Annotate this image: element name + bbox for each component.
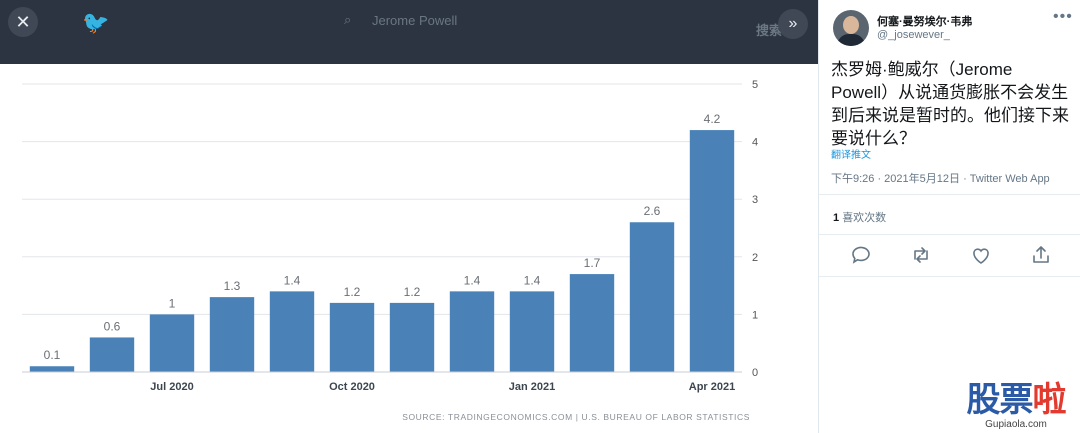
bar <box>629 222 675 372</box>
tweet-detail-panel: 何塞·曼努埃尔·韦弗 @_josewever_ ••• 杰罗姆·鲍威尔（Jero… <box>818 0 1080 433</box>
user-handle[interactable]: @_josewever_ <box>877 29 950 41</box>
data-label: 1.7 <box>584 256 601 270</box>
like-icon[interactable] <box>969 243 993 267</box>
retweet-icon[interactable] <box>909 243 933 267</box>
search-icon: ⌕ <box>344 12 352 27</box>
data-label: 0.1 <box>44 348 61 362</box>
avatar-face <box>843 16 859 34</box>
more-horizontal-icon[interactable]: ••• <box>1053 8 1073 25</box>
data-label: 1.2 <box>344 285 361 299</box>
data-label: 1.4 <box>284 273 301 287</box>
bar <box>29 366 75 372</box>
close-button[interactable]: ✕ <box>8 7 38 37</box>
likes-number: 1 <box>833 212 840 224</box>
data-label: 1.4 <box>464 273 481 287</box>
image-viewer: 0 1 2 3 4 5 0.1 0.6 1 1.3 1.4 1.2 1.2 1.4 1.4 1.7 2.6 4.2… <box>0 0 818 422</box>
divider <box>819 194 1080 195</box>
bar <box>509 291 555 372</box>
x-tick-label: Apr 2021 <box>689 381 735 393</box>
data-label: 1.3 <box>224 279 241 293</box>
chevron-double-right-icon: » <box>788 15 798 32</box>
y-tick-label: 1 <box>752 309 758 321</box>
tweet-text: 杰罗姆·鲍威尔（Jerome Powell）从说通货膨胀不会发生到后来说是暂时的… <box>831 60 1069 148</box>
bar <box>689 130 735 372</box>
avatar-body <box>837 34 865 46</box>
bar <box>209 297 255 372</box>
divider <box>819 234 1080 235</box>
watermark-big-red: 啦 <box>1032 380 1067 420</box>
likes-count[interactable]: 1 喜欢次数 <box>833 209 886 225</box>
bar <box>89 337 135 372</box>
bar <box>269 291 315 372</box>
x-tick-label: Oct 2020 <box>329 381 375 393</box>
x-tick-label: Jan 2021 <box>509 381 555 393</box>
bar <box>389 302 435 372</box>
ghost-search-label: 搜索 <box>756 23 783 38</box>
expand-panel-button[interactable]: » <box>778 9 808 39</box>
y-tick-label: 4 <box>752 137 758 149</box>
divider <box>819 276 1080 277</box>
chart-source-note: SOURCE: TRADINGECONOMICS.COM | U.S. BURE… <box>402 412 750 422</box>
data-label: 1.2 <box>404 285 421 299</box>
bar <box>329 302 375 372</box>
share-icon[interactable] <box>1029 243 1053 267</box>
close-icon: ✕ <box>15 11 31 32</box>
y-tick-label: 3 <box>752 194 758 206</box>
data-label: 2.6 <box>644 204 661 218</box>
tweet-timestamp[interactable]: 下午9:26 · 2021年5月12日 · Twitter Web App <box>831 173 1050 185</box>
display-name[interactable]: 何塞·曼努埃尔·韦弗 <box>877 16 973 28</box>
site-watermark-logo: 股票啦 Gupiaola.com <box>960 372 1072 430</box>
avatar[interactable] <box>833 10 869 46</box>
bar <box>149 314 195 372</box>
y-tick-label: 0 <box>752 367 758 379</box>
y-tick-label: 5 <box>752 79 758 91</box>
reply-icon[interactable] <box>849 243 873 267</box>
bar <box>449 291 495 372</box>
bar <box>569 274 615 372</box>
data-label: 1 <box>169 296 176 310</box>
cpi-bar-chart: 0 1 2 3 4 5 0.1 0.6 1 1.3 1.4 1.2 1.2 1.4 1.4 1.7 2.6 4.2… <box>22 79 758 422</box>
ghost-search-text: Jerome Powell <box>372 13 458 28</box>
watermark-big: 股票 <box>966 380 1034 420</box>
watermark-text: 股票啦 <box>960 372 1072 421</box>
data-label: 4.2 <box>704 112 721 126</box>
likes-label: 喜欢次数 <box>842 212 887 224</box>
translate-tweet-link[interactable]: 翻译推文 <box>831 150 871 161</box>
y-tick-label: 2 <box>752 252 758 264</box>
watermark-url: Gupiaola.com <box>985 419 1047 430</box>
data-label: 1.4 <box>524 273 541 287</box>
viewer-top-bar: 🐦 ⌕ Jerome Powell 搜索 ✕ » <box>0 0 818 64</box>
twitter-bird-icon: 🐦 <box>82 10 110 35</box>
x-tick-label: Jul 2020 <box>150 381 193 393</box>
data-label: 0.6 <box>104 319 121 333</box>
